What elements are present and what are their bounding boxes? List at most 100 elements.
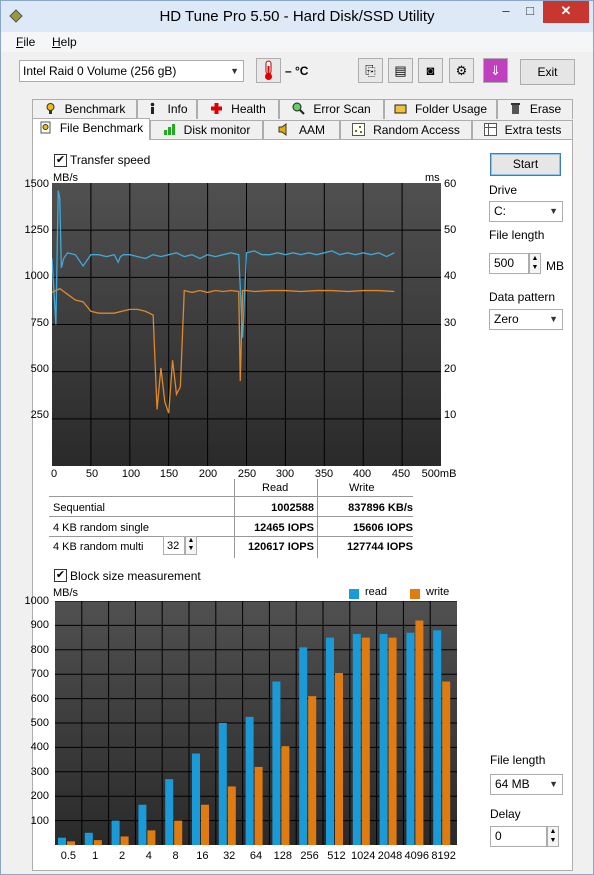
drive-dropdown[interactable]: C: ▼ <box>489 201 563 222</box>
speaker-icon <box>278 123 287 136</box>
write-bar <box>93 840 102 845</box>
read-bar <box>379 633 388 845</box>
block-x-tick: 256 <box>300 850 319 862</box>
chevron-down-icon: ▼ <box>549 779 558 789</box>
delay-stepper[interactable]: ▲ ▼ <box>547 826 559 847</box>
window-title: HD Tune Pro 5.50 - Hard Disk/SSD Utility <box>159 8 435 25</box>
read-bar <box>218 723 227 845</box>
exit-button[interactable]: Exit <box>520 59 575 85</box>
app-icon <box>9 9 23 23</box>
block-file-length-dropdown[interactable]: 64 MB ▼ <box>490 774 563 795</box>
tab-file-benchmark[interactable]: File Benchmark <box>32 118 150 140</box>
tab-benchmark[interactable]: Benchmark <box>32 99 137 119</box>
write-bar <box>147 830 156 845</box>
read-bar <box>84 832 93 845</box>
chevron-down-icon: ▼ <box>230 66 239 76</box>
chevron-down-icon: ▼ <box>549 206 558 216</box>
scatter-icon <box>352 123 366 136</box>
block-y-tick: 200 <box>30 790 49 803</box>
tab-info[interactable]: Info <box>137 99 197 119</box>
block-size-checkbox[interactable]: ✔ <box>54 569 67 582</box>
block-x-tick: 8192 <box>431 850 456 862</box>
write-value: 15606 IOPS <box>353 522 413 534</box>
block-file-length-value: 64 MB <box>495 777 530 791</box>
x-tick: 200 <box>198 468 218 480</box>
read-bar <box>433 630 442 845</box>
read-bar <box>192 753 200 845</box>
x-tick: 0 <box>50 468 58 480</box>
x-tick: 50 <box>85 468 99 480</box>
y-tick-left: 500 <box>30 363 49 375</box>
block-x-tick: 1024 <box>350 850 376 862</box>
trash-icon <box>510 103 520 114</box>
write-bar <box>201 804 209 845</box>
row-label: 4 KB random multi <box>53 541 144 553</box>
block-y-tick: 300 <box>30 765 49 778</box>
write-bar <box>120 836 129 845</box>
tab-error-scan[interactable]: Error Scan <box>279 99 384 119</box>
tab-label: Extra tests <box>504 123 562 137</box>
tab-folder-usage[interactable]: Folder Usage <box>384 99 497 119</box>
tab-label: Benchmark <box>64 102 126 116</box>
row-label: 4 KB random single <box>53 522 149 534</box>
queue-depth-stepper[interactable]: ▲ ▼ <box>185 536 197 555</box>
tab-random-access[interactable]: Random Access <box>340 120 472 140</box>
delay-input[interactable]: 0 <box>490 826 547 847</box>
table-row: 4 KB random single 12465 IOPS 15606 IOPS <box>49 519 413 538</box>
y-tick-right: 20 <box>444 363 457 375</box>
toolbar: Intel Raid 0 Volume (256 gB) ▼ – °C ⎘ ▤ … <box>1 52 593 94</box>
y-tick-left: 1000 <box>24 270 49 282</box>
read-value: 120617 IOPS <box>247 541 314 553</box>
file-length-input[interactable]: 500 <box>489 253 529 274</box>
write-bar <box>281 746 290 845</box>
maximize-button[interactable]: □ <box>526 3 534 18</box>
save-icon[interactable]: ▤ <box>388 58 413 83</box>
x-tick: 250 <box>237 468 257 480</box>
y-tick-left: 1500 <box>24 178 49 190</box>
block-x-tick: 2048 <box>377 850 403 862</box>
tab-aam[interactable]: AAM <box>263 120 340 140</box>
write-value: 127744 IOPS <box>346 541 413 553</box>
menu-file[interactable]: File <box>16 35 36 49</box>
title-bar[interactable]: HD Tune Pro 5.50 - Hard Disk/SSD Utility… <box>1 1 593 32</box>
block-x-tick: 8 <box>172 850 179 862</box>
write-speed-line <box>51 287 395 414</box>
block-size-chart <box>55 600 457 845</box>
data-pattern-dropdown[interactable]: Zero ▼ <box>489 309 563 330</box>
benchmark-icon <box>46 103 55 114</box>
queue-depth-input[interactable]: 32 <box>163 536 185 555</box>
start-button[interactable]: Start <box>490 153 561 176</box>
copy-icon[interactable]: ⎘ <box>358 58 383 83</box>
write-bar <box>442 681 451 845</box>
tab-label: Erase <box>529 102 562 116</box>
block-y-tick: 800 <box>30 643 49 656</box>
data-pattern-value: Zero <box>494 312 519 326</box>
file-benchmark-icon <box>40 121 51 134</box>
y-unit-right: ms <box>425 172 440 184</box>
menu-help[interactable]: Help <box>52 35 77 49</box>
close-button[interactable]: ✕ <box>543 1 589 23</box>
file-length-label: File length <box>489 228 545 242</box>
tab-label: Folder Usage <box>414 102 488 116</box>
read-value: 1002588 <box>271 502 314 514</box>
y-tick-left: 750 <box>30 317 49 329</box>
read-bar <box>138 804 147 845</box>
thermometer-icon[interactable] <box>256 58 281 83</box>
download-icon[interactable]: ⇓ <box>483 58 508 83</box>
tab-disk-monitor[interactable]: Disk monitor <box>150 120 263 140</box>
write-bar <box>174 820 183 845</box>
tab-extra-tests[interactable]: Extra tests <box>472 120 573 140</box>
options-icon[interactable]: ⚙ <box>449 58 474 83</box>
tab-erase[interactable]: Erase <box>497 99 573 119</box>
camera-icon[interactable]: ◙ <box>418 58 443 83</box>
write-bar <box>361 637 370 845</box>
transfer-speed-checkbox[interactable]: ✔ <box>54 154 67 167</box>
read-bar <box>58 837 66 845</box>
block-x-tick: 1 <box>92 850 99 862</box>
file-length-stepper[interactable]: ▲ ▼ <box>529 253 541 274</box>
tab-health[interactable]: Health <box>197 99 279 119</box>
drive-select[interactable]: Intel Raid 0 Volume (256 gB) ▼ <box>19 60 244 82</box>
minimize-button[interactable]: – <box>502 3 510 18</box>
write-bar <box>335 672 343 845</box>
